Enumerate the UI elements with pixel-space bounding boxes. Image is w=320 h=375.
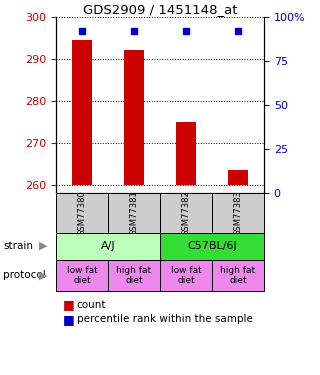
Text: protocol: protocol — [3, 270, 46, 280]
Text: GSM77382: GSM77382 — [181, 190, 190, 236]
Title: GDS2909 / 1451148_at: GDS2909 / 1451148_at — [83, 3, 237, 16]
Text: ■: ■ — [62, 313, 74, 326]
Text: percentile rank within the sample: percentile rank within the sample — [77, 315, 253, 324]
Text: GSM77380: GSM77380 — [77, 190, 86, 236]
Bar — [176, 122, 196, 185]
Bar — [56, 193, 108, 232]
Bar — [160, 260, 212, 291]
Text: high fat
diet: high fat diet — [220, 266, 256, 285]
Text: A/J: A/J — [101, 241, 115, 251]
Text: ▶: ▶ — [39, 270, 47, 280]
Bar — [56, 260, 108, 291]
Bar — [108, 260, 160, 291]
Bar — [56, 232, 160, 260]
Text: strain: strain — [3, 241, 33, 251]
Bar — [160, 193, 212, 232]
Bar — [124, 51, 144, 185]
Bar — [228, 170, 248, 185]
Text: high fat
diet: high fat diet — [116, 266, 152, 285]
Text: low fat
diet: low fat diet — [67, 266, 97, 285]
Bar — [212, 260, 264, 291]
Text: low fat
diet: low fat diet — [171, 266, 201, 285]
Text: ■: ■ — [62, 298, 74, 311]
Text: C57BL/6J: C57BL/6J — [187, 241, 237, 251]
Text: GSM77383: GSM77383 — [234, 190, 243, 236]
Text: count: count — [77, 300, 106, 309]
Bar — [108, 193, 160, 232]
Bar — [212, 193, 264, 232]
Bar — [160, 232, 264, 260]
Text: GSM77381: GSM77381 — [130, 190, 139, 236]
Bar — [72, 40, 92, 185]
Text: ▶: ▶ — [39, 241, 47, 251]
